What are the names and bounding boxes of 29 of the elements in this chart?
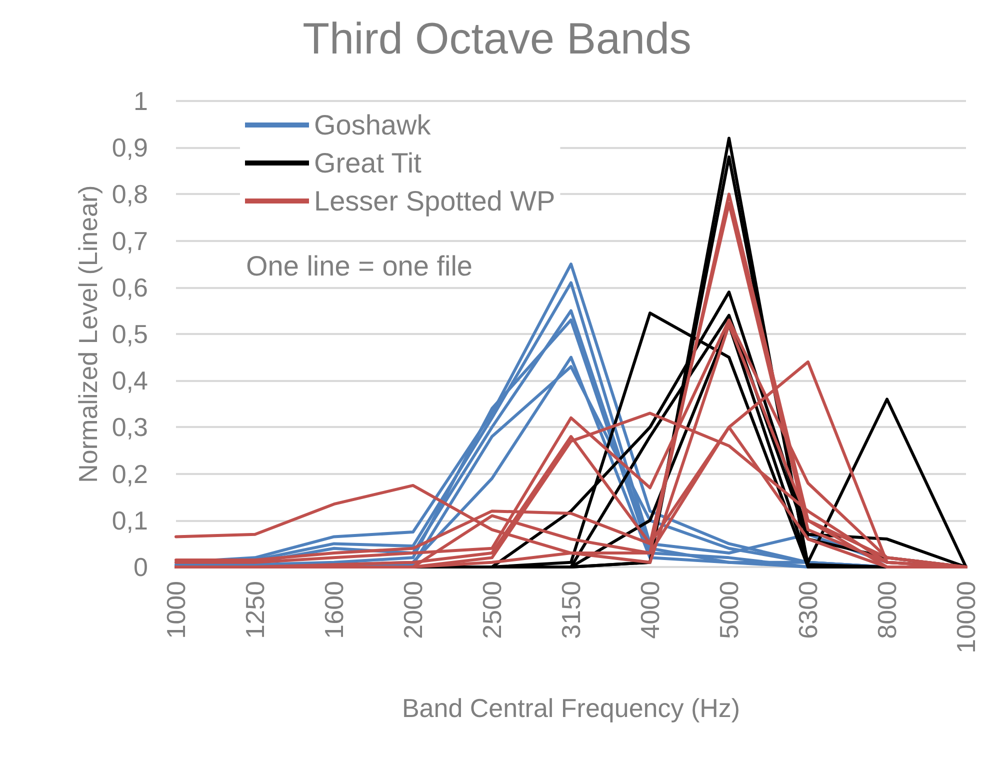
- y-tick-label: 0,9: [112, 132, 148, 163]
- x-tick-label: 1000: [161, 581, 191, 639]
- annotation: One line = one file: [246, 250, 472, 282]
- x-tick-label: 6300: [793, 581, 823, 639]
- y-tick-label: 0,7: [112, 226, 148, 256]
- x-tick-label: 2000: [398, 581, 428, 639]
- y-axis-title: Normalized Level (Linear): [72, 185, 103, 483]
- y-tick-label: 0,4: [112, 366, 148, 396]
- y-tick-label: 0,3: [112, 412, 148, 442]
- y-tick-label: 0,2: [112, 458, 148, 489]
- y-tick-label: 0,5: [112, 319, 148, 349]
- x-tick-label: 8000: [872, 581, 902, 639]
- y-tick-label: 0,8: [112, 179, 148, 210]
- x-tick-label: 1600: [319, 581, 349, 639]
- x-tick-label: 2500: [477, 581, 507, 639]
- x-tick-label: 1250: [240, 581, 270, 639]
- y-tick-label: 0,6: [112, 272, 148, 302]
- x-tick-label: 5000: [714, 581, 744, 639]
- x-tick-label: 10000: [951, 581, 981, 654]
- x-tick-label: 4000: [635, 581, 665, 639]
- y-tick-label: 0: [134, 552, 148, 582]
- legend-label: Goshawk: [314, 110, 432, 140]
- chart-title: Third Octave Bands: [302, 14, 692, 64]
- legend-label: Great Tit: [314, 148, 422, 178]
- legend-label: Lesser Spotted WP: [314, 186, 556, 216]
- y-tick-label: 1: [134, 86, 148, 116]
- x-axis-title: Band Central Frequency (Hz): [402, 693, 740, 723]
- y-tick-label: 0,1: [112, 505, 148, 536]
- x-tick-label: 3150: [556, 581, 586, 639]
